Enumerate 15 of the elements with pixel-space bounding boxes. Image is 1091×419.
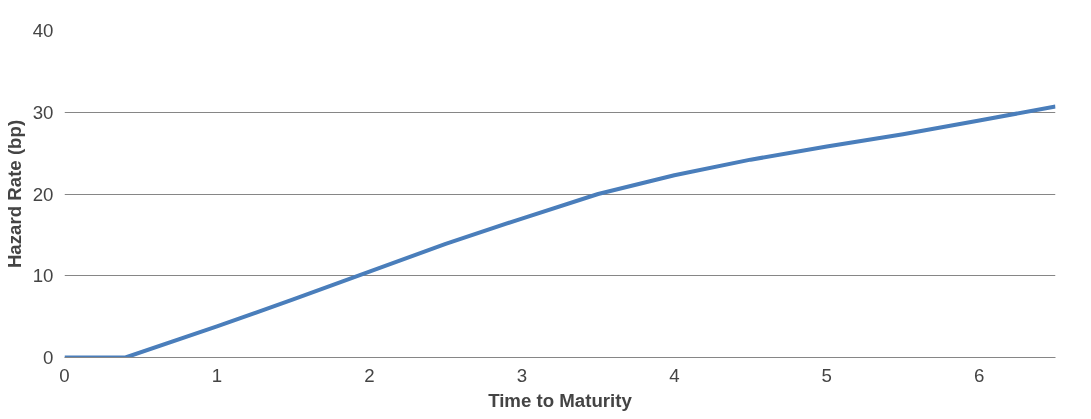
x-tick-label: 5 bbox=[821, 364, 833, 386]
y-tick-label: 40 bbox=[32, 20, 54, 41]
x-axis-title: Time to Maturity bbox=[488, 389, 633, 411]
x-tick-label: 4 bbox=[669, 364, 680, 386]
x-tick-label: 0 bbox=[59, 364, 70, 386]
y-tick-label: 30 bbox=[32, 101, 54, 123]
x-tick-label: 3 bbox=[516, 364, 528, 386]
x-tick-label: 2 bbox=[364, 364, 375, 386]
line-series bbox=[64, 104, 1056, 358]
y-axis-title: Hazard Rate (bp) bbox=[3, 119, 25, 269]
y-tick-label: 20 bbox=[32, 183, 54, 205]
y-tick-label: 10 bbox=[32, 265, 54, 287]
y-tick-label: 0 bbox=[43, 347, 54, 368]
x-tick-label: 6 bbox=[974, 364, 985, 386]
x-tick-label: 1 bbox=[211, 364, 223, 386]
